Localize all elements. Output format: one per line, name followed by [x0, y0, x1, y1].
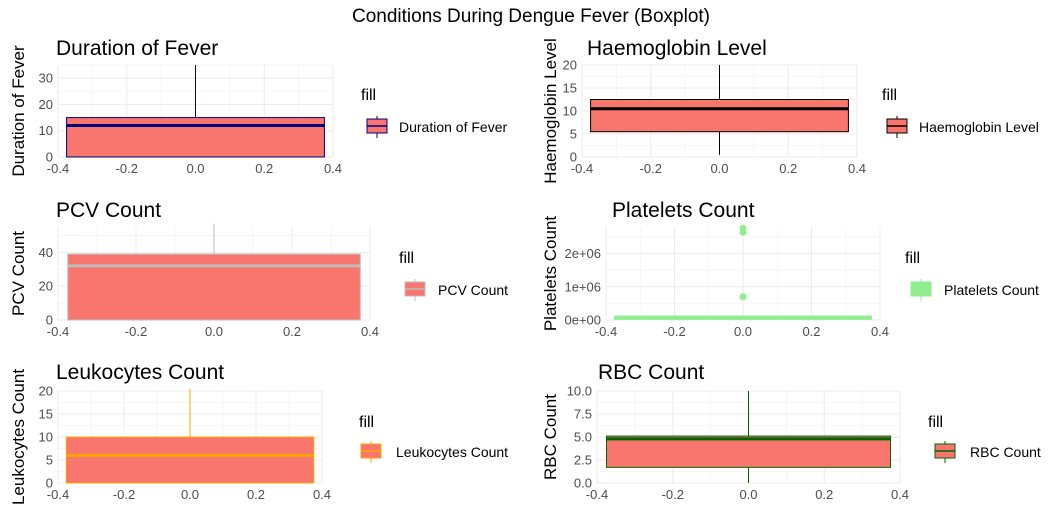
- y-axis-title: PCV Count: [9, 231, 28, 316]
- y-tick-label: 0: [46, 313, 53, 328]
- panel-title: PCV Count: [56, 199, 161, 222]
- x-tick-label: 0.2: [815, 487, 833, 502]
- y-tick-label: 10: [39, 430, 53, 445]
- legend-label: Haemoglobin Level: [919, 119, 1039, 135]
- x-tick-label: -0.2: [113, 487, 135, 502]
- legend-label: Platelets Count: [944, 282, 1039, 298]
- y-axis-title: RBC Count: [541, 394, 560, 480]
- y-axis-title: Haemoglobin Level: [541, 38, 560, 184]
- main-title: Conditions During Dengue Fever (Boxplot): [351, 6, 710, 27]
- y-tick-label: 20: [39, 97, 53, 112]
- x-tick-label: -0.4: [47, 487, 69, 502]
- y-tick-label: 7.5: [574, 407, 592, 422]
- y-tick-label: 10.0: [567, 384, 592, 399]
- box: [67, 253, 361, 321]
- x-tick-label: 0.0: [710, 161, 728, 176]
- legend-label: Leukocytes Count: [396, 444, 508, 460]
- box: [65, 436, 315, 484]
- x-tick-label: -0.2: [640, 161, 662, 176]
- x-tick-label: 0.4: [891, 487, 909, 502]
- x-tick-label: -0.4: [586, 487, 608, 502]
- legend-title: fill: [928, 414, 943, 431]
- legend-title: fill: [399, 250, 414, 267]
- x-tick-label: -0.2: [663, 324, 685, 339]
- panel-title: Duration of Fever: [56, 37, 218, 60]
- y-tick-label: 5: [570, 127, 577, 142]
- box: [605, 435, 892, 468]
- legend-label: RBC Count: [970, 444, 1041, 460]
- x-tick-label: 0.4: [871, 324, 889, 339]
- y-tick-label: 20: [39, 384, 53, 399]
- y-tick-label: 0e+00: [564, 313, 601, 328]
- legend-label: PCV Count: [438, 282, 508, 298]
- x-tick-label: 0.0: [181, 487, 199, 502]
- y-tick-label: 10: [563, 104, 577, 119]
- x-tick-label: 0.2: [283, 324, 301, 339]
- box: [590, 99, 849, 133]
- x-tick-label: 0.2: [802, 324, 820, 339]
- x-tick-label: 0.4: [313, 487, 331, 502]
- y-tick-label: 5: [46, 453, 53, 468]
- panel-rbc-count: -0.4 -0.2 0.0 0.2 0.4 0.0 2.5 5.0 7.5 10.0 RBC Cou…: [541, 361, 1041, 502]
- y-tick-label: 0: [570, 150, 577, 165]
- y-tick-label: 20: [39, 279, 53, 294]
- x-tick-label: 0.0: [205, 324, 223, 339]
- x-tick-label: 0.0: [734, 324, 752, 339]
- panel-title: Platelets Count: [612, 199, 755, 222]
- y-tick-label: 5.0: [574, 430, 592, 445]
- x-tick-label: -0.2: [125, 324, 147, 339]
- legend-title: fill: [882, 87, 897, 104]
- y-tick-label: 2.5: [574, 453, 592, 468]
- x-tick-label: -0.4: [47, 324, 69, 339]
- legend-title: fill: [361, 87, 376, 104]
- y-tick-label: 0.0: [574, 476, 592, 491]
- legend-title: fill: [359, 414, 374, 431]
- panel-platelets-count: -0.4 -0.2 0.0 0.2 0.4 0e+00 1e+06 2e+06 Platelet…: [541, 199, 1039, 339]
- y-tick-label: 15: [39, 407, 53, 422]
- y-tick-label: 30: [39, 71, 53, 86]
- y-axis-title: Leukocytes Count: [9, 369, 28, 505]
- x-tick-label: 0.2: [779, 161, 797, 176]
- outlier-point: [739, 224, 747, 232]
- panel-title: RBC Count: [598, 361, 704, 384]
- x-tick-label: 0.2: [247, 487, 265, 502]
- x-tick-label: 0.4: [324, 161, 342, 176]
- y-tick-label: 40: [39, 245, 53, 260]
- panel-title: Haemoglobin Level: [587, 37, 767, 60]
- y-tick-label: 2e+06: [564, 246, 601, 261]
- y-tick-label: 0: [46, 150, 53, 165]
- panel-pcv-count: -0.4 -0.2 0.0 0.2 0.4 0 20 40 PCV Count PCV Count…: [9, 199, 508, 339]
- outlier-point: [739, 293, 747, 301]
- x-tick-label: -0.2: [116, 161, 138, 176]
- y-axis-title: Duration of Fever: [9, 45, 28, 177]
- x-tick-label: 0.2: [255, 161, 273, 176]
- x-tick-label: 0.4: [361, 324, 379, 339]
- y-tick-label: 20: [563, 58, 577, 73]
- x-tick-label: 0.0: [739, 487, 757, 502]
- x-tick-label: 0.4: [848, 161, 866, 176]
- y-tick-label: 1e+06: [564, 279, 601, 294]
- y-tick-label: 0: [46, 476, 53, 491]
- x-tick-label: 0.0: [186, 161, 204, 176]
- x-tick-label: -0.4: [595, 324, 617, 339]
- y-tick-label: 15: [563, 81, 577, 96]
- x-tick-label: -0.4: [47, 161, 69, 176]
- legend-label: Duration of Fever: [399, 119, 507, 135]
- y-tick-label: 10: [39, 123, 53, 138]
- legend-title: fill: [905, 250, 920, 267]
- box: [66, 117, 325, 158]
- y-axis-title: Platelets Count: [541, 216, 560, 332]
- x-tick-label: -0.2: [662, 487, 684, 502]
- x-tick-label: -0.4: [571, 161, 593, 176]
- panel-title: Leukocytes Count: [56, 361, 224, 384]
